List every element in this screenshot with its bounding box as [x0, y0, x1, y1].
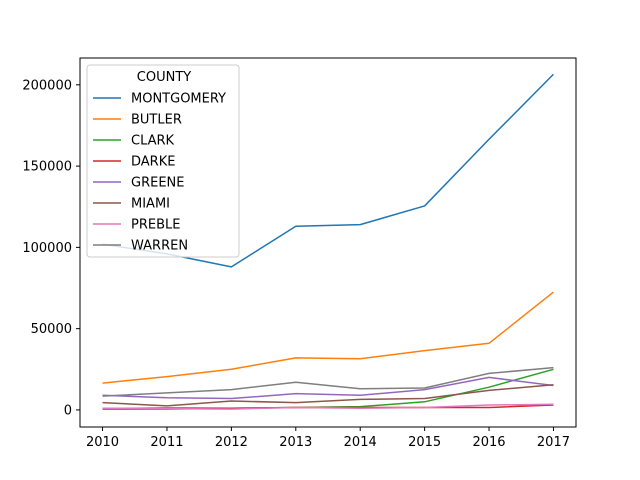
series-line-miami	[102, 383, 554, 407]
legend-title: COUNTY	[137, 70, 191, 85]
x-axis: 2010 2011 2012 2013 2014 2015 2016 2017	[86, 427, 570, 450]
x-tick-label: 2017	[537, 435, 570, 450]
x-tick-label: 2015	[408, 435, 441, 450]
x-tick-label: 2012	[215, 435, 248, 450]
series-line-clark	[102, 368, 554, 410]
x-tick-label: 2016	[472, 435, 505, 450]
legend-label-miami: MIAMI	[131, 197, 170, 212]
y-tick-label: 50000	[31, 322, 72, 337]
y-tick-label: 150000	[22, 160, 72, 175]
y-axis: 0 50000 100000 150000 200000	[22, 78, 80, 418]
series-line-preble	[102, 403, 554, 410]
legend-box	[86, 64, 240, 258]
series-line-warren	[102, 366, 554, 397]
x-tick-label: 2011	[150, 435, 183, 450]
y-tick-label: 100000	[22, 241, 72, 256]
x-tick-label: 2013	[279, 435, 312, 450]
y-tick-label: 200000	[22, 78, 72, 93]
x-tick-label: 2010	[86, 435, 119, 450]
x-tick-label: 2014	[344, 435, 377, 450]
series-lines	[102, 73, 554, 410]
legend-label-montgomery: MONTGOMERY	[131, 92, 226, 107]
legend-label-clark: CLARK	[131, 134, 175, 149]
legend-label-butler: BUTLER	[131, 113, 182, 128]
legend-label-darke: DARKE	[131, 155, 175, 170]
legend-label-warren: WARREN	[131, 239, 188, 254]
legend-label-greene: GREENE	[131, 176, 184, 191]
y-tick-label: 0	[64, 403, 72, 418]
series-line-greene	[102, 376, 554, 400]
series-line-butler	[102, 291, 554, 384]
legend-label-preble: PREBLE	[131, 218, 180, 233]
legend: COUNTY MONTGOMERY BUTLER CLARK DARKE GREENE M…	[86, 64, 240, 258]
plot-area-frame	[79, 57, 577, 428]
